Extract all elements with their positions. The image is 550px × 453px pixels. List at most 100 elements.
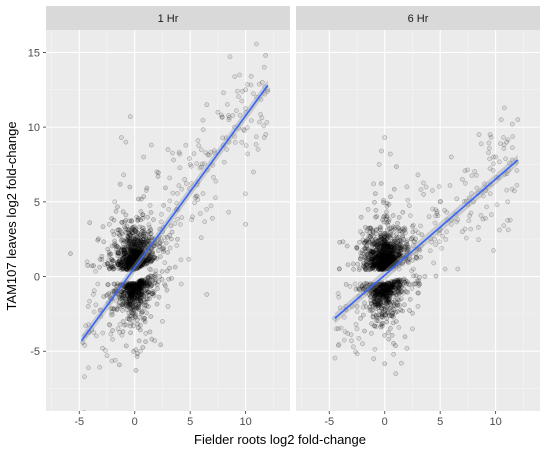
data-point (127, 256, 133, 261)
data-point (378, 233, 384, 239)
data-point (390, 232, 396, 238)
data-point (129, 262, 135, 267)
data-point (400, 290, 406, 296)
data-point (108, 331, 114, 337)
data-point (132, 237, 138, 242)
data-point (143, 235, 149, 241)
data-point (139, 309, 145, 315)
data-point (123, 249, 128, 255)
data-point (105, 282, 111, 287)
data-point (379, 289, 385, 295)
data-point (397, 278, 402, 284)
data-point (385, 260, 391, 266)
data-point (154, 301, 160, 307)
data-point (144, 310, 149, 316)
data-point (385, 309, 390, 314)
data-point (387, 292, 392, 298)
data-point (377, 251, 383, 257)
data-point (133, 255, 139, 261)
data-point (388, 285, 394, 290)
data-point (372, 262, 378, 268)
data-point (372, 287, 377, 292)
data-point (130, 285, 135, 290)
data-point (137, 282, 143, 288)
data-point (128, 282, 134, 288)
data-point (385, 235, 390, 241)
data-point (372, 287, 378, 293)
data-point (143, 188, 149, 193)
data-point (392, 260, 397, 266)
data-point (128, 241, 134, 247)
data-point (378, 266, 384, 272)
data-point (378, 262, 384, 268)
data-point (135, 265, 140, 271)
data-point (130, 225, 136, 230)
data-point (383, 288, 389, 293)
data-point (375, 252, 381, 258)
data-point (124, 253, 130, 258)
data-point (395, 240, 400, 246)
data-point (134, 317, 140, 323)
data-point (391, 281, 397, 287)
data-point (141, 194, 147, 200)
data-point (357, 286, 362, 292)
data-point (127, 251, 132, 257)
data-point (383, 282, 389, 288)
data-point (120, 251, 126, 257)
data-point (388, 246, 394, 251)
data-point (133, 290, 139, 296)
data-point (381, 258, 387, 263)
data-point (130, 258, 136, 264)
data-point (389, 313, 394, 319)
data-point (388, 305, 394, 311)
data-point (125, 288, 130, 294)
data-point (128, 255, 134, 261)
data-point (380, 295, 385, 301)
data-point (123, 283, 129, 289)
data-point (389, 251, 395, 257)
data-point (146, 239, 152, 244)
data-point (380, 217, 385, 223)
data-point (371, 241, 377, 247)
data-point (377, 248, 382, 254)
data-point (377, 295, 383, 301)
data-point (136, 196, 141, 202)
data-point (197, 165, 203, 171)
data-point (107, 251, 113, 257)
data-point (366, 254, 372, 260)
data-point (133, 256, 138, 262)
data-point (82, 374, 87, 380)
data-point (362, 266, 368, 272)
data-point (374, 256, 379, 262)
data-point (122, 302, 128, 308)
data-point (131, 290, 137, 296)
data-point (372, 287, 378, 293)
data-point (381, 286, 387, 292)
data-point (138, 280, 143, 285)
data-point (135, 230, 141, 236)
data-point (93, 302, 99, 308)
data-point (466, 195, 472, 201)
data-point (363, 238, 369, 244)
data-point (378, 248, 384, 254)
data-point (195, 197, 201, 203)
data-point (129, 297, 135, 302)
data-point (371, 250, 377, 256)
data-point (120, 209, 126, 215)
data-point (115, 306, 120, 312)
data-point (392, 279, 398, 285)
data-point (162, 281, 167, 287)
data-point (387, 313, 392, 318)
data-point (387, 251, 392, 257)
data-point (364, 261, 369, 267)
data-point (129, 251, 135, 257)
data-point (387, 151, 393, 157)
data-point (373, 214, 378, 220)
data-point (375, 259, 381, 265)
data-point (373, 263, 379, 269)
data-point (394, 299, 400, 305)
data-point (491, 248, 496, 253)
data-point (130, 261, 135, 266)
data-point (380, 245, 386, 251)
data-point (381, 237, 387, 243)
